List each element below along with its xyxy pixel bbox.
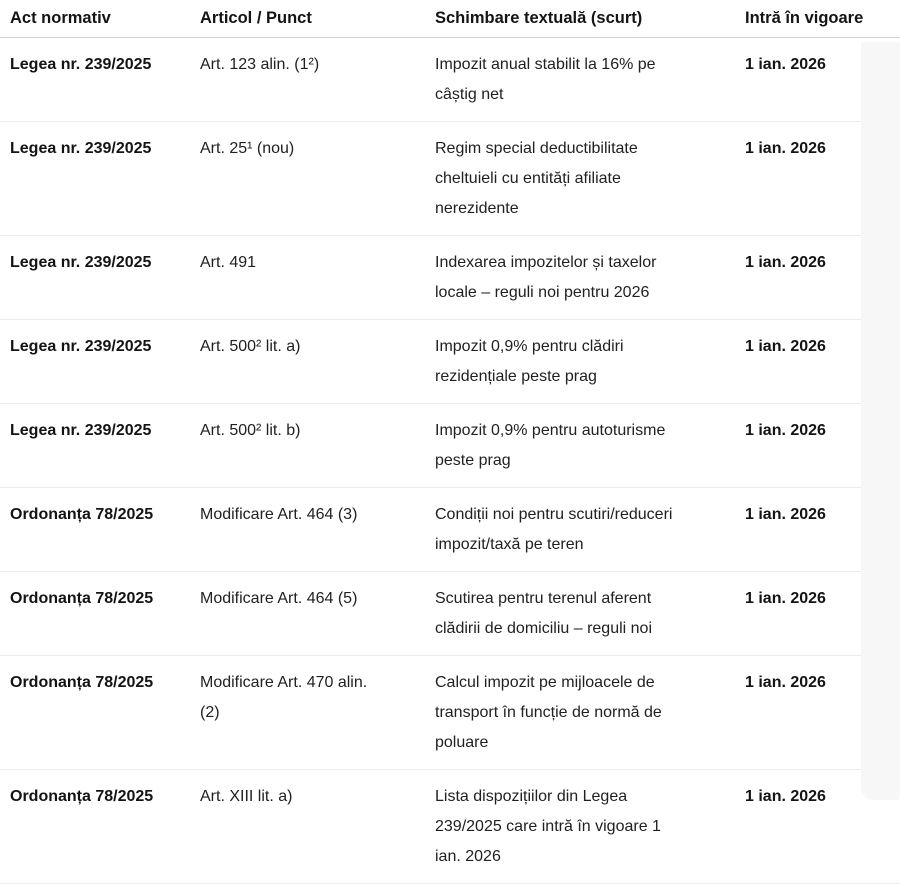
cell-act: Legea nr. 239/2025 xyxy=(0,403,200,488)
cell-articol: Art. 491 xyxy=(200,235,435,320)
cell-articol: Modificare Art. 464 (5) xyxy=(200,571,435,656)
cell-act: Ordonanța 78/2025 xyxy=(0,487,200,572)
table-row: Ordonanța 78/2025 Modificare Art. 464 (3)… xyxy=(0,487,900,572)
cell-vigoare: 1 ian. 2026 xyxy=(745,769,900,884)
column-header-articol: Articol / Punct xyxy=(200,0,435,38)
table-row: Legea nr. 239/2025 Art. 491 Indexarea impo… xyxy=(0,235,900,320)
cell-articol: Art. 25¹ (nou) xyxy=(200,121,435,236)
cell-articol: Art. 123 alin. (1²) xyxy=(200,37,435,122)
cell-schimbare: Lista dispozițiilor din Legea 239/2025 c… xyxy=(435,769,745,884)
cell-act: Legea nr. 239/2025 xyxy=(0,121,200,236)
cell-schimbare: Scutirea pentru terenul aferent clădirii… xyxy=(435,571,745,656)
table-header: Act normativ Articol / Punct Schimbare tex… xyxy=(0,0,900,38)
column-header-act: Act normativ xyxy=(0,0,200,38)
header-row: Act normativ Articol / Punct Schimbare tex… xyxy=(0,0,900,38)
table-row: Legea nr. 239/2025 Art. 123 alin. (1²) Imp… xyxy=(0,37,900,122)
cell-act: Legea nr. 239/2025 xyxy=(0,37,200,122)
cell-act: Ordonanța 78/2025 xyxy=(0,769,200,884)
cell-schimbare: Impozit 0,9% pentru clădiri rezidențiale… xyxy=(435,319,745,404)
scrollbar-track[interactable] xyxy=(861,42,900,800)
table-row: Ordonanța 78/2025 Modificare Art. 470 ali… xyxy=(0,655,900,770)
cell-articol: Modificare Art. 470 alin. (2) xyxy=(200,655,435,770)
cell-schimbare: Condiții noi pentru scutiri/reduceri imp… xyxy=(435,487,745,572)
cell-schimbare: Impozit anual stabilit la 16% pe câștig … xyxy=(435,37,745,122)
cell-articol: Modificare Art. 464 (3) xyxy=(200,487,435,572)
cell-schimbare: Indexarea impozitelor și taxelor locale … xyxy=(435,235,745,320)
cell-act: Legea nr. 239/2025 xyxy=(0,319,200,404)
column-header-vigoare: Intră în vigoare xyxy=(745,0,900,38)
cell-articol: Art. 500² lit. b) xyxy=(200,403,435,488)
cell-act: Legea nr. 239/2025 xyxy=(0,235,200,320)
cell-articol: Art. XIII lit. a) xyxy=(200,769,435,884)
cell-articol: Art. 500² lit. a) xyxy=(200,319,435,404)
table-row: Legea nr. 239/2025 Art. 500² lit. b) Impoz… xyxy=(0,403,900,488)
column-header-schimbare: Schimbare textuală (scurt) xyxy=(435,0,745,38)
cell-act: Ordonanța 78/2025 xyxy=(0,571,200,656)
table-row: Ordonanța 78/2025 Art. XIII lit. a) Lista … xyxy=(0,769,900,884)
cell-act: Ordonanța 78/2025 xyxy=(0,655,200,770)
cell-schimbare: Calcul impozit pe mijloacele de transpor… xyxy=(435,655,745,770)
table-row: Ordonanța 78/2025 Modificare Art. 464 (5)… xyxy=(0,571,900,656)
cell-schimbare: Impozit 0,9% pentru autoturisme peste pr… xyxy=(435,403,745,488)
table-row: Legea nr. 239/2025 Art. 500² lit. a) Impoz… xyxy=(0,319,900,404)
table-body: Legea nr. 239/2025 Art. 123 alin. (1²) Imp… xyxy=(0,37,900,884)
table-row: Legea nr. 239/2025 Art. 25¹ (nou) Regim sp… xyxy=(0,121,900,236)
cell-schimbare: Regim special deductibilitate cheltuieli… xyxy=(435,121,745,236)
